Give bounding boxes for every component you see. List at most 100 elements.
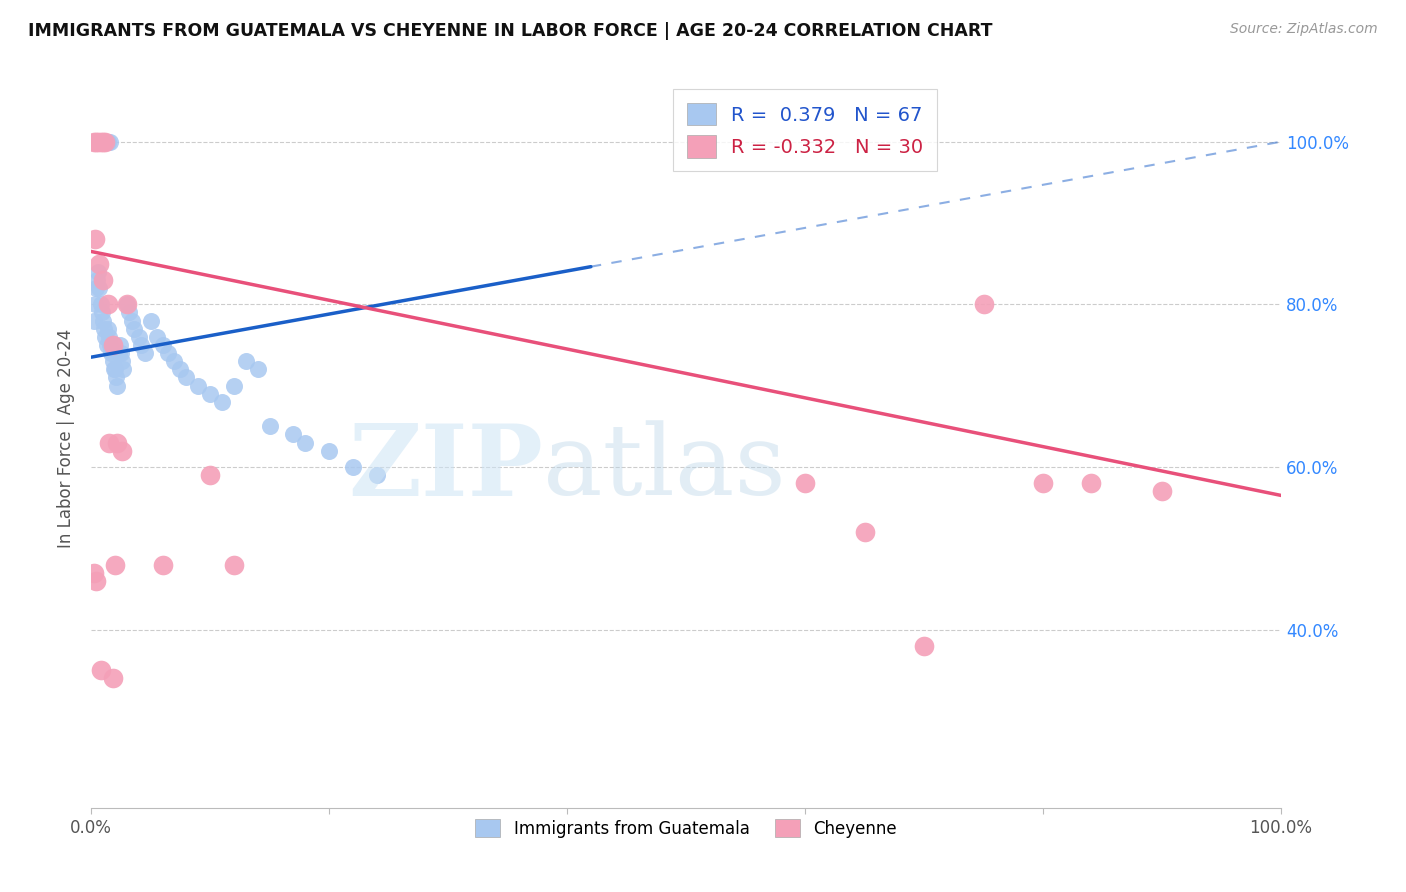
Point — [98, 338, 121, 352]
Point — [96, 135, 118, 149]
Point — [83, 135, 105, 149]
Point — [89, 257, 111, 271]
Point — [94, 135, 117, 149]
Point — [90, 135, 112, 149]
Point — [152, 338, 174, 352]
Point — [246, 362, 269, 376]
Point — [97, 322, 120, 336]
Point — [294, 435, 316, 450]
Legend: Immigrants from Guatemala, Cheyenne: Immigrants from Guatemala, Cheyenne — [468, 813, 903, 845]
Point — [103, 362, 125, 376]
Point — [83, 566, 105, 580]
Point — [98, 330, 121, 344]
Point — [90, 663, 112, 677]
Point — [104, 558, 127, 572]
Point — [222, 558, 245, 572]
Point — [83, 135, 105, 149]
Point — [128, 330, 150, 344]
Point — [87, 265, 110, 279]
Point — [84, 281, 107, 295]
Point — [105, 378, 128, 392]
Point — [973, 297, 995, 311]
Point — [118, 305, 141, 319]
Point — [176, 370, 198, 384]
Point — [101, 671, 124, 685]
Point — [101, 338, 124, 352]
Point — [342, 459, 364, 474]
Point — [100, 346, 122, 360]
Point — [90, 135, 112, 149]
Text: Source: ZipAtlas.com: Source: ZipAtlas.com — [1230, 22, 1378, 37]
Point — [198, 386, 221, 401]
Point — [86, 273, 108, 287]
Point — [90, 135, 112, 149]
Point — [89, 281, 111, 295]
Point — [366, 468, 388, 483]
Point — [318, 443, 340, 458]
Point — [152, 558, 174, 572]
Point — [211, 395, 233, 409]
Point — [129, 338, 152, 352]
Point — [96, 338, 118, 352]
Point — [83, 297, 105, 311]
Point — [84, 574, 107, 588]
Point — [90, 305, 112, 319]
Point — [912, 639, 935, 653]
Point — [794, 476, 817, 491]
Point — [134, 346, 156, 360]
Point — [259, 419, 281, 434]
Point — [91, 313, 114, 327]
Point — [111, 354, 134, 368]
Point — [93, 322, 115, 336]
Point — [122, 322, 145, 336]
Point — [107, 346, 129, 360]
Point — [98, 135, 121, 149]
Text: atlas: atlas — [543, 420, 786, 516]
Point — [87, 135, 110, 149]
Point — [82, 135, 104, 149]
Point — [1150, 484, 1173, 499]
Point — [283, 427, 305, 442]
Point — [97, 297, 120, 311]
Point — [105, 370, 128, 384]
Point — [104, 362, 127, 376]
Point — [101, 354, 124, 368]
Point — [115, 297, 138, 311]
Point — [97, 135, 120, 149]
Point — [169, 362, 191, 376]
Point — [139, 313, 162, 327]
Point — [157, 346, 180, 360]
Text: IMMIGRANTS FROM GUATEMALA VS CHEYENNE IN LABOR FORCE | AGE 20-24 CORRELATION CHA: IMMIGRANTS FROM GUATEMALA VS CHEYENNE IN… — [28, 22, 993, 40]
Point — [93, 135, 115, 149]
Point — [91, 135, 114, 149]
Point — [198, 468, 221, 483]
Point — [222, 378, 245, 392]
Point — [105, 435, 128, 450]
Text: ZIP: ZIP — [349, 419, 543, 516]
Point — [83, 313, 105, 327]
Point — [84, 135, 107, 149]
Point — [83, 232, 105, 246]
Point — [235, 354, 257, 368]
Point — [115, 297, 138, 311]
Point — [187, 378, 209, 392]
Point — [98, 435, 121, 450]
Point — [91, 135, 114, 149]
Point — [145, 330, 167, 344]
Point — [83, 135, 105, 149]
Point — [94, 330, 117, 344]
Point — [112, 362, 135, 376]
Point — [89, 135, 111, 149]
Point — [87, 135, 110, 149]
Point — [110, 346, 132, 360]
Point — [1032, 476, 1054, 491]
Point — [86, 135, 108, 149]
Y-axis label: In Labor Force | Age 20-24: In Labor Force | Age 20-24 — [58, 329, 75, 548]
Point — [1080, 476, 1102, 491]
Point — [84, 135, 107, 149]
Point — [91, 273, 114, 287]
Point — [94, 135, 117, 149]
Point — [853, 524, 876, 539]
Point — [111, 443, 134, 458]
Point — [108, 338, 131, 352]
